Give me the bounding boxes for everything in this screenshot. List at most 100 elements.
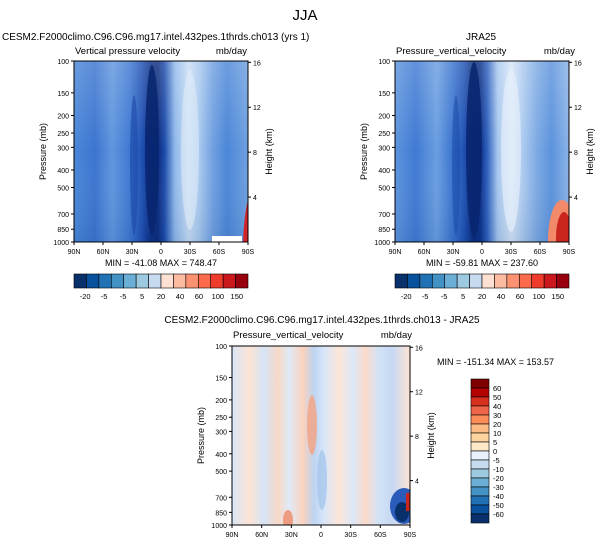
panel2-colorbar-box	[444, 273, 458, 289]
panel3-colorbar-box	[470, 495, 490, 506]
panel1-units-label: mb/day	[216, 46, 247, 57]
panel3-colorbar-box	[470, 504, 490, 515]
panel1-surface-patch	[212, 236, 242, 242]
panel3-positive-anomaly	[307, 395, 317, 455]
panel1-colorbar-label: -5	[101, 292, 108, 301]
panel3-lat-tick-label: 90S	[404, 532, 417, 539]
panel3-axes: 100 150 200 250 300 400 500 700 850 1000 16 12 8 4 90N…	[196, 344, 436, 539]
panel3-pressure-tick-label: 500	[215, 469, 227, 476]
panel3-colorbar-label: -50	[493, 501, 504, 510]
panel2-pressure-tick-label: 1000	[374, 240, 390, 247]
panel3-polar-max	[406, 493, 410, 511]
panel1-colorbar-label: 100	[212, 292, 225, 301]
panel2-colorbar-label: 40	[497, 292, 505, 301]
panel3-colorbar-box	[470, 450, 490, 461]
panel2-stats: MIN = -59.81 MAX = 237.60	[426, 258, 538, 268]
panel1-colorbar-box	[73, 273, 87, 289]
panel2-colorbar-label: -5	[441, 292, 448, 301]
panel2-ylabel: Pressure (mb)	[359, 123, 369, 180]
panel1-colorbar-box	[222, 273, 236, 289]
panel2-lat-tick-label: 90N	[389, 249, 402, 256]
panel1-light-band	[181, 70, 199, 230]
panel1-lat-tick-label: 30S	[184, 249, 197, 256]
panel2-pressure-tick-label: 100	[378, 59, 390, 66]
panel3-polar-min-core	[395, 502, 409, 522]
panel3-case-title: CESM2.F2000climo.C96.C96.mg17.intel.432p…	[164, 315, 480, 326]
panel3-units-label: mb/day	[381, 330, 412, 341]
panel1-height-tick-label: 12	[253, 105, 261, 112]
panel3-colorbar-box	[470, 477, 490, 488]
panel1-colorbar-box	[160, 273, 174, 289]
panel1-pressure-tick-label: 700	[57, 212, 69, 219]
panel3-colorbar-label: 20	[493, 420, 501, 429]
panel1-shade-overlay	[74, 61, 248, 242]
panel1-ylabel: Pressure (mb)	[38, 123, 48, 180]
panel3-pressure-tick-label: 400	[215, 452, 227, 459]
panel2-colorbar-box	[456, 273, 470, 289]
panel2-lat-tick-label: 30S	[505, 249, 518, 256]
panel2-colorbar-label: 20	[478, 292, 486, 301]
panel1-pressure-tick-label: 100	[57, 59, 69, 66]
panel1-polar-max	[243, 200, 248, 242]
panel1-core	[145, 65, 159, 235]
panel1-colorbar-label: 150	[231, 292, 244, 301]
panel2-height-tick-label: 4	[574, 195, 578, 202]
panel1-colorbar-label: 40	[176, 292, 184, 301]
panel1-colorbar-label: 20	[157, 292, 165, 301]
panel2-pressure-tick-label: 700	[378, 212, 390, 219]
panel3-surface-anomaly	[283, 510, 293, 525]
panel3-colorbar-label: -20	[493, 474, 504, 483]
panel3-colorbar-box	[470, 486, 490, 497]
panel1-colorbar-box	[135, 273, 149, 289]
panel2-height-tick-label: 16	[574, 60, 582, 67]
panel3-pressure-tick-label: 200	[215, 398, 227, 405]
panel3-colorbar-label: -40	[493, 492, 504, 501]
panel2-core	[466, 62, 482, 238]
panel3-lat-tick-label: 30N	[285, 532, 298, 539]
panel3-colorbar-box	[470, 441, 490, 452]
panel2-plot-area	[395, 61, 569, 242]
panel2-colorbar-box	[431, 273, 446, 289]
panel2-colorbar-label: 60	[516, 292, 524, 301]
panel2-lat-tick-label: 90S	[563, 249, 576, 256]
panel1-height-tick-label: 8	[253, 150, 257, 157]
panel1-colorbar-box	[197, 273, 212, 289]
panel3-height-tick-label: 4	[415, 479, 419, 486]
panel3-pressure-tick-label: 300	[215, 429, 227, 436]
panel1-lat-tick-label: 0	[159, 249, 163, 256]
panel1-pressure-tick-label: 250	[57, 131, 69, 138]
panel1-pressure-tick-label: 850	[57, 227, 69, 234]
panel1-colorbar-label: -5	[120, 292, 127, 301]
panel3-colorbar-box	[470, 468, 490, 479]
panel3-colorbar-box	[470, 423, 490, 434]
panel3-pressure-tick-label: 100	[215, 344, 227, 351]
panel3-colorbar-box	[470, 396, 490, 407]
panel1-colorbar-box	[110, 273, 125, 289]
panel1-pressure-tick-label: 500	[57, 186, 69, 193]
panel3-colorbar-label: 50	[493, 393, 501, 402]
panel3-pressure-tick-label: 250	[215, 415, 227, 422]
panel2-colorbar-label: 100	[533, 292, 546, 301]
panel2-colorbar-box	[518, 273, 533, 289]
panel1-core-band	[130, 95, 138, 235]
panel1-case-title: CESM2.F2000climo.C96.C96.mg17.intel.432p…	[2, 32, 309, 43]
panel3-height-tick-label: 16	[415, 345, 423, 352]
panel2-colorbar-box	[543, 273, 557, 289]
panel2-colorbar: -20 -5 -5 5 20 40 60 100 150	[394, 273, 570, 301]
panel3-variable-label: Pressure_vertical_velocity	[233, 330, 344, 341]
panel2-lat-tick-label: 0	[480, 249, 484, 256]
panel2-pressure-tick-label: 150	[378, 91, 390, 98]
panel2-polar-max-core	[556, 212, 569, 242]
panel2-colorbar-box	[506, 273, 520, 289]
panel1-lat-tick-label: 60S	[213, 249, 226, 256]
panel1-colorbar-label: 60	[195, 292, 203, 301]
panel2-colorbar-label: 5	[461, 292, 465, 301]
panel3-height-tick-label: 12	[415, 390, 423, 397]
panel1-plot-area	[74, 61, 248, 242]
panel3-colorbar-box	[470, 459, 490, 470]
panel2-lat-tick-label: 30N	[447, 249, 460, 256]
panel1-pressure-tick-label: 300	[57, 145, 69, 152]
panel2-pressure-tick-label: 850	[378, 227, 390, 234]
panel3-negative-anomaly	[317, 450, 327, 510]
panel1-colorbar-box	[98, 273, 112, 289]
